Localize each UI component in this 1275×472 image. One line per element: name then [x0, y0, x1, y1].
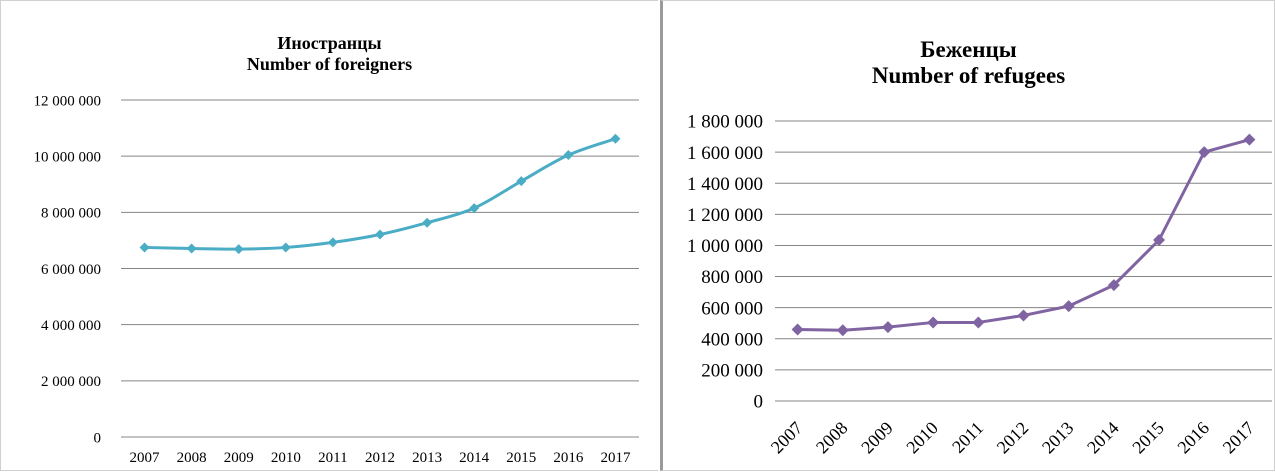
y-tick-label: 4 000 000	[41, 318, 101, 334]
y-tick-label: 1 000 000	[687, 236, 763, 257]
x-tick-label: 2012	[993, 418, 1033, 458]
y-tick-label: 10 000 000	[34, 149, 102, 165]
data-point-marker	[1062, 300, 1075, 313]
y-tick-label: 1 400 000	[687, 174, 763, 195]
x-tick-label: 2013	[412, 450, 442, 466]
y-tick-label: 1 200 000	[687, 205, 763, 226]
data-point-marker	[186, 243, 197, 254]
chart-title: Беженцы	[920, 37, 1017, 62]
y-tick-label: 2 000 000	[41, 374, 101, 390]
y-tick-label: 0	[754, 392, 764, 413]
chart-subtitle: Number of foreigners	[246, 53, 413, 74]
x-tick-label: 2017	[1219, 418, 1259, 458]
refugees-chart-panel: Беженцы Number of refugees 0 200 000 400 0…	[660, 0, 1275, 471]
data-point-marker	[836, 324, 849, 337]
data-point-marker	[1017, 309, 1030, 322]
x-tick-label: 2016	[1173, 418, 1213, 458]
y-tick-label: 800 000	[701, 267, 763, 288]
x-tick-label: 2010	[271, 450, 301, 466]
data-point-marker	[1107, 279, 1120, 292]
foreigners-chart-title: Иностранцы Number of foreigners	[1, 33, 658, 74]
series-line	[797, 138, 1250, 332]
y-tick-label: 1 800 000	[687, 112, 763, 133]
x-tick-label: 2014	[459, 450, 490, 466]
y-tick-label: 12 000 000	[34, 93, 102, 109]
y-tick-label: 1 600 000	[687, 143, 763, 164]
x-tick-label: 2012	[365, 450, 395, 466]
x-tick-label: 2016	[553, 450, 584, 466]
data-point-marker	[791, 323, 804, 336]
x-tick-label: 2008	[177, 450, 207, 466]
x-tick-label: 2013	[1038, 418, 1078, 458]
x-tick-label: 2009	[857, 418, 897, 458]
chart-subtitle: Number of refugees	[871, 63, 1066, 89]
refugees-chart-title: Беженцы Number of refugees	[663, 37, 1274, 90]
data-point-marker	[972, 316, 985, 329]
data-point-marker	[469, 203, 480, 214]
data-point-marker	[375, 229, 385, 240]
x-tick-label: 2009	[224, 450, 254, 466]
foreigners-line-chart: 0 2 000 000 4 000 000 6 000 000 8 000 000 10 …	[34, 93, 639, 466]
refugees-line-chart: 0 200 000 400 000 600 000 800 000 1 000 000 1 …	[687, 112, 1272, 458]
x-tick-label: 2010	[902, 418, 942, 458]
chart-title: Иностранцы	[277, 33, 382, 53]
data-point-marker	[1198, 146, 1211, 159]
data-point-marker	[610, 133, 621, 144]
y-tick-label: 6 000 000	[41, 262, 101, 278]
data-point-marker	[280, 242, 291, 253]
x-tick-label: 2014	[1083, 418, 1123, 458]
x-tick-label: 2007	[130, 450, 161, 466]
x-tick-label: 2011	[318, 450, 347, 466]
y-tick-label: 400 000	[701, 329, 763, 350]
data-point-marker	[327, 237, 338, 248]
data-point-marker	[563, 150, 574, 161]
x-tick-label: 2008	[812, 418, 852, 458]
data-point-marker	[881, 321, 894, 334]
y-tick-label: 0	[94, 430, 102, 446]
data-point-marker	[422, 217, 433, 228]
data-point-marker	[1243, 133, 1256, 146]
x-tick-label: 2015	[1128, 418, 1168, 458]
y-tick-label: 600 000	[701, 298, 763, 319]
x-tick-label: 2017	[600, 450, 631, 466]
data-point-marker	[139, 242, 150, 253]
x-tick-label: 2015	[506, 450, 536, 466]
y-tick-label: 200 000	[701, 361, 763, 382]
x-tick-label: 2007	[767, 418, 807, 458]
x-tick-label: 2011	[948, 418, 987, 457]
data-point-marker	[927, 316, 940, 329]
data-point-marker	[233, 244, 244, 255]
data-point-marker	[1153, 234, 1166, 246]
data-point-marker	[516, 176, 527, 187]
foreigners-chart-panel: Иностранцы Number of foreigners 0 2 000 0…	[0, 0, 658, 471]
y-tick-label: 8 000 000	[41, 206, 101, 222]
